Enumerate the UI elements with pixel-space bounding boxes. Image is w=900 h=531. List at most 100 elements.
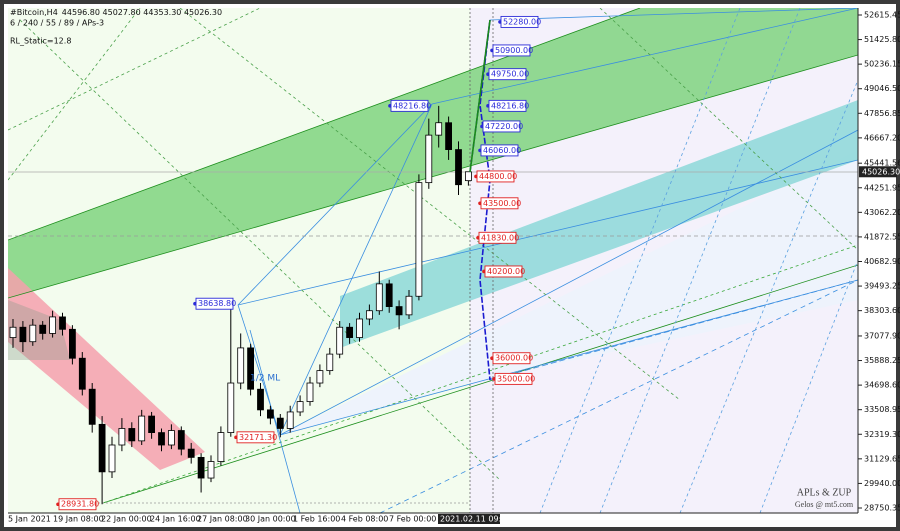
fork-line bbox=[237, 159, 858, 306]
y-tick-label: 43062.20 bbox=[864, 208, 900, 217]
level-label: 28931.80 bbox=[61, 500, 99, 509]
channel-line bbox=[102, 244, 858, 504]
levels: 52280.00 50900.00 49750.00 48216.80 48216.80… bbox=[56, 15, 541, 511]
y-tick-label: 51425.80 bbox=[864, 35, 900, 44]
x-tick-label: 22 Jan 00:00 bbox=[101, 515, 152, 524]
candle-body bbox=[237, 347, 245, 384]
indicator-status: RL_Static=12.8 bbox=[10, 37, 71, 46]
level-label: 48216.80 bbox=[491, 101, 529, 110]
candle-body bbox=[286, 411, 294, 429]
candle-body bbox=[356, 318, 363, 338]
fork-line bbox=[8, 8, 261, 131]
level-label: 40200.00 bbox=[487, 267, 525, 276]
y-tick-label: 44251.95 bbox=[864, 183, 900, 192]
y-tick-label: 33508.95 bbox=[864, 405, 900, 414]
candle-body bbox=[435, 122, 443, 136]
candle-body bbox=[118, 428, 126, 446]
fork-line bbox=[679, 79, 858, 513]
candle-body bbox=[98, 423, 106, 473]
channel-line bbox=[8, 54, 858, 299]
candle-body bbox=[59, 316, 66, 330]
projection-path bbox=[469, 19, 491, 173]
candle-body bbox=[78, 357, 86, 390]
y-tick-label: 39493.25 bbox=[864, 282, 900, 291]
y-tick-label: 40682.90 bbox=[864, 257, 900, 266]
level-box bbox=[484, 265, 523, 278]
level-label: 43500.00 bbox=[483, 199, 521, 208]
x-tick-label: 4 Feb 08:00 bbox=[341, 515, 388, 524]
candle-body bbox=[415, 182, 423, 297]
channel-line bbox=[8, 8, 641, 241]
candle-body bbox=[29, 324, 37, 343]
level-box bbox=[478, 231, 517, 244]
y-tick-label: 34698.60 bbox=[864, 381, 900, 390]
fork-line bbox=[489, 8, 858, 21]
pink-channel bbox=[8, 268, 205, 470]
candle-body bbox=[227, 382, 235, 433]
level-box bbox=[494, 372, 533, 385]
level-box bbox=[195, 297, 234, 310]
last-price-box bbox=[859, 166, 897, 178]
x-tick-label: 19 Jan 08:00 bbox=[53, 515, 104, 524]
level-box bbox=[476, 170, 515, 183]
y-tick-label: 38303.60 bbox=[864, 306, 900, 315]
level-box bbox=[492, 352, 531, 365]
level-box bbox=[482, 120, 521, 133]
x-tick-label: 1 Feb 16:00 bbox=[293, 515, 340, 524]
level-label: 46060.00 bbox=[483, 146, 521, 155]
candle-body bbox=[296, 401, 304, 413]
fork-line bbox=[8, 8, 141, 181]
y-tick-label: 46667.20 bbox=[864, 133, 900, 142]
y-tick-label: 35888.25 bbox=[864, 356, 900, 365]
level-box bbox=[488, 68, 527, 81]
candle-body bbox=[316, 370, 324, 384]
level-box bbox=[480, 197, 519, 210]
level-label: 49750.00 bbox=[491, 70, 529, 79]
fork-line bbox=[279, 103, 433, 436]
candle-body bbox=[346, 326, 354, 338]
x-tick-label: 24 Jan 16:00 bbox=[150, 515, 201, 524]
y-tick-label: 45441.56 bbox=[864, 159, 900, 168]
candle-body bbox=[158, 432, 165, 446]
candle-body bbox=[138, 415, 146, 442]
level-label: 44800.00 bbox=[479, 172, 517, 181]
candle-body bbox=[445, 122, 453, 150]
candle-body bbox=[266, 409, 274, 419]
y-tick-label: 50236.15 bbox=[864, 60, 900, 69]
level-label: 35000.00 bbox=[497, 374, 535, 383]
symbol: #Bitcoin,H4 bbox=[10, 8, 58, 17]
candle-body bbox=[257, 388, 264, 411]
y-tick-label: 32319.30 bbox=[864, 430, 900, 439]
fork-zone bbox=[280, 150, 858, 435]
level-box bbox=[480, 144, 519, 157]
overlap-zone bbox=[8, 300, 70, 360]
watermark: APLs & ZUP bbox=[797, 487, 852, 498]
candle-body bbox=[276, 417, 284, 429]
chart-header: #Bitcoin,H4 44596.80 45027.80 44353.30 45… bbox=[10, 8, 222, 17]
candle-body bbox=[247, 347, 255, 390]
candle-body bbox=[464, 171, 472, 182]
candles bbox=[9, 105, 472, 505]
level-box bbox=[58, 498, 97, 511]
candle-body bbox=[375, 283, 383, 312]
fork-line bbox=[279, 129, 858, 436]
fork-line bbox=[237, 103, 433, 306]
fork-line bbox=[599, 8, 801, 513]
fork-line bbox=[431, 8, 858, 105]
candle-body bbox=[405, 295, 413, 316]
y-tick-label: 41872.55 bbox=[864, 232, 900, 241]
candle-body bbox=[69, 328, 76, 359]
x-tick-label: 30 Jan 00:00 bbox=[245, 515, 296, 524]
candle-body bbox=[88, 388, 96, 425]
fork-line bbox=[179, 8, 681, 401]
level-box bbox=[488, 99, 527, 112]
candle-body bbox=[425, 134, 433, 184]
candle-body bbox=[455, 149, 462, 186]
y-tick-label: 31129.65 bbox=[864, 454, 900, 463]
candle-body bbox=[148, 415, 156, 433]
candle-body bbox=[187, 448, 195, 458]
fork-label: 1/2 ML bbox=[250, 374, 280, 384]
channel-line bbox=[102, 264, 858, 504]
